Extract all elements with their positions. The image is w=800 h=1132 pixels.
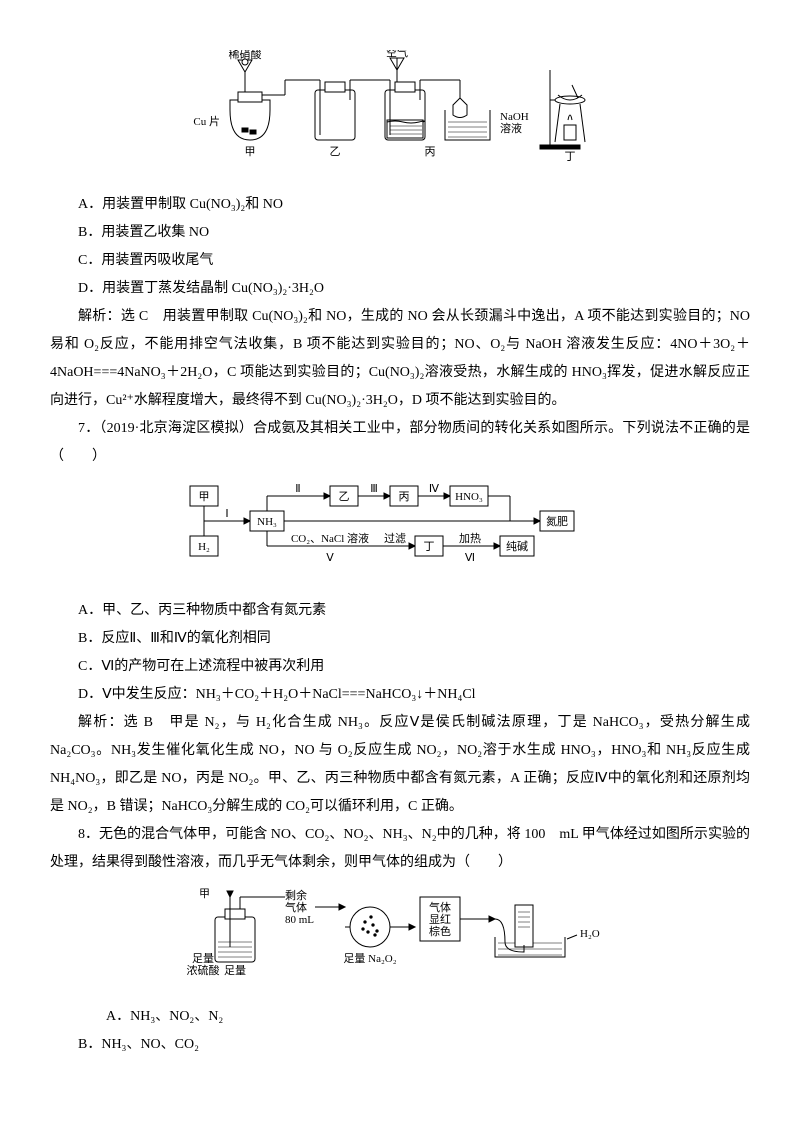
svg-text:H₂: H₂ <box>198 541 210 553</box>
svg-text:浓硫酸: 浓硫酸 <box>187 963 220 977</box>
q6-option-d: D．用装置丁蒸发结晶制 Cu(NO₃)₂·3H₂O <box>50 275 750 303</box>
label-naoh: NaOH <box>500 111 529 123</box>
q8-option-b: B．NH₃、NO、CO₂ <box>50 1031 386 1059</box>
diagram-3-apparatus: 甲 足量 足量 浓硫酸 剩余 气体 80 mL 足量 Na₂O₂ 气体 显红 棕… <box>50 887 750 993</box>
q7-option-d: D．Ⅴ中发生反应：NH₃＋CO₂＋H₂O＋NaCl===NaHCO₃↓＋NH₄C… <box>50 681 750 709</box>
q8-options-row: A．NH₃、NO₂、N₂ B．NH₃、NO、CO₂ <box>50 1003 750 1059</box>
q8-stem: 8．无色的混合气体甲，可能含 NO、CO₂、NO₂、NH₃、N₂中的几种，将 1… <box>50 821 750 877</box>
svg-text:80 mL: 80 mL <box>285 914 314 926</box>
q6-option-b: B．用装置乙收集 NO <box>50 219 750 247</box>
svg-text:HNO₃: HNO₃ <box>455 491 483 503</box>
q8-option-a: A．NH₃、NO₂、N₂ <box>78 1003 414 1031</box>
svg-text:Ⅰ: Ⅰ <box>225 508 228 520</box>
label-acid: 稀硝酸 <box>229 50 262 61</box>
svg-text:纯碱: 纯碱 <box>506 540 528 553</box>
label-ding: 丁 <box>565 151 576 163</box>
label-bing: 丙 <box>425 146 436 158</box>
svg-text:Ⅱ: Ⅱ <box>295 483 300 495</box>
svg-text:甲: 甲 <box>199 491 210 503</box>
q7-stem: 7．（2019·北京海淀区模拟）合成氨及其相关工业中，部分物质间的转化关系如图所… <box>50 415 750 471</box>
svg-text:剩余: 剩余 <box>285 888 307 902</box>
q7-option-b: B．反应Ⅱ、Ⅲ和Ⅳ的氧化剂相同 <box>50 625 750 653</box>
svg-text:H₂O: H₂O <box>580 928 600 940</box>
svg-text:足量: 足量 <box>192 952 214 965</box>
label-jia: 甲 <box>245 146 256 158</box>
diagram-2-flowchart: 甲 H₂ Ⅰ NH₃ Ⅱ 乙 Ⅲ 丙 Ⅳ HNO₃ 氮肥 <box>50 481 750 587</box>
svg-text:NH₃: NH₃ <box>257 516 277 528</box>
svg-text:足量 Na₂O₂: 足量 Na₂O₂ <box>343 952 396 965</box>
svg-text:CO₂、NaCl 溶液: CO₂、NaCl 溶液 <box>291 531 369 545</box>
label-cu: Cu 片 <box>193 115 220 128</box>
q7-option-c: C．Ⅵ的产物可在上述流程中被再次利用 <box>50 653 750 681</box>
svg-text:丙: 丙 <box>399 491 410 503</box>
q6-option-a: A．用装置甲制取 Cu(NO₃)₂和 NO <box>50 191 750 219</box>
svg-text:过滤: 过滤 <box>384 532 406 545</box>
svg-text:棕色: 棕色 <box>429 924 451 938</box>
svg-text:甲: 甲 <box>199 888 210 900</box>
q6-option-c: C．用装置丙吸收尾气 <box>50 247 750 275</box>
svg-text:Ⅴ: Ⅴ <box>326 552 334 564</box>
svg-text:Ⅳ: Ⅳ <box>429 483 440 495</box>
diagram-1-apparatus: 稀硝酸 Cu 片 甲 乙 空气 <box>50 50 750 181</box>
svg-text:Ⅲ: Ⅲ <box>370 483 378 495</box>
svg-text:气体: 气体 <box>285 900 307 914</box>
label-yi: 乙 <box>330 145 341 158</box>
svg-text:乙: 乙 <box>339 490 350 503</box>
svg-text:丁: 丁 <box>424 541 435 553</box>
svg-text:足量: 足量 <box>224 964 246 977</box>
label-air: 空气 <box>386 50 408 59</box>
label-naoh2: 溶液 <box>500 121 522 135</box>
svg-text:Ⅵ: Ⅵ <box>465 552 475 564</box>
q6-explain: 解析：选 C 用装置甲制取 Cu(NO₃)₂和 NO，生成的 NO 会从长颈漏斗… <box>50 303 750 415</box>
q7-explain: 解析：选 B 甲是 N₂，与 H₂化合生成 NH₃。反应Ⅴ是侯氏制碱法原理，丁是… <box>50 709 750 821</box>
q7-option-a: A．甲、乙、丙三种物质中都含有氮元素 <box>50 597 750 625</box>
svg-text:气体: 气体 <box>429 900 451 914</box>
svg-text:氮肥: 氮肥 <box>546 514 568 528</box>
svg-text:加热: 加热 <box>459 532 481 545</box>
svg-text:显红: 显红 <box>429 913 451 926</box>
